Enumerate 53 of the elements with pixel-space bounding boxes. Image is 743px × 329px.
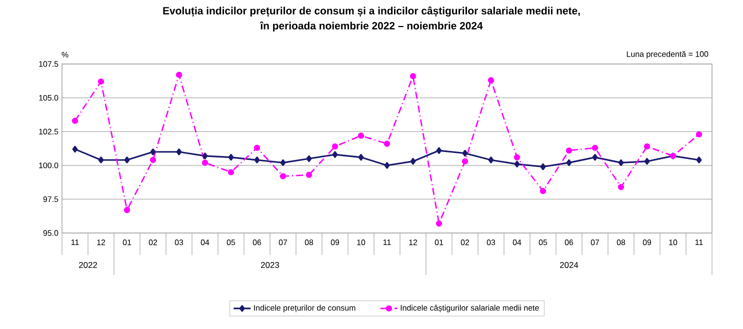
- point: [592, 154, 598, 161]
- point: [332, 151, 338, 158]
- point: [228, 154, 234, 161]
- point: [332, 143, 338, 150]
- point: [436, 147, 442, 154]
- text: 2023: [261, 262, 280, 268]
- chart-subtitle: în perioada noiembrie 2022 – noiembrie 2024: [260, 22, 483, 32]
- point: [280, 173, 286, 180]
- point: [176, 72, 182, 78]
- point: [98, 78, 104, 85]
- point: [72, 118, 78, 124]
- point: [410, 73, 416, 80]
- point: [696, 131, 702, 138]
- point: [202, 160, 208, 166]
- point: [98, 156, 104, 164]
- point: [124, 156, 130, 164]
- point: [592, 144, 598, 151]
- point: [410, 158, 416, 165]
- point: [514, 160, 520, 168]
- point: [514, 154, 520, 160]
- point: [618, 184, 624, 190]
- point: [202, 152, 208, 160]
- point: [384, 162, 390, 169]
- point: [150, 156, 156, 164]
- text: 2022: [79, 262, 97, 268]
- point: [462, 150, 468, 157]
- point: [254, 156, 260, 164]
- point: [280, 159, 286, 166]
- point: [176, 148, 182, 156]
- point: [540, 163, 546, 170]
- point: [384, 140, 390, 147]
- point: [254, 144, 260, 151]
- point: [618, 159, 624, 166]
- point: [488, 77, 494, 84]
- point: [696, 156, 702, 164]
- point: [150, 148, 156, 156]
- point: [306, 172, 312, 178]
- point: [644, 143, 650, 150]
- point: [540, 188, 546, 194]
- point: [228, 169, 234, 176]
- text: 2024: [560, 262, 578, 268]
- point: [306, 155, 312, 162]
- point: [72, 146, 78, 153]
- point: [436, 220, 442, 227]
- point: [462, 158, 468, 164]
- point: [566, 159, 572, 166]
- chart-title: Evoluția indicilor prețurilor de consum și a indicilor câștigurilor salariale medii nete,: [163, 6, 580, 17]
- point: [488, 156, 494, 164]
- point: [358, 132, 364, 139]
- point: [358, 154, 364, 161]
- point: [644, 158, 650, 165]
- point: [124, 206, 130, 214]
- point: [566, 147, 572, 154]
